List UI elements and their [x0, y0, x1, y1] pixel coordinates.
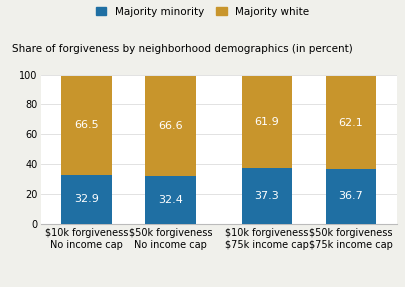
Text: 37.3: 37.3: [255, 191, 279, 201]
Text: 32.4: 32.4: [158, 195, 183, 205]
Text: 61.9: 61.9: [255, 117, 279, 127]
Text: Share of forgiveness by neighborhood demographics (in percent): Share of forgiveness by neighborhood dem…: [12, 44, 353, 55]
Text: 32.9: 32.9: [74, 194, 99, 204]
Bar: [145, 76, 196, 176]
Bar: [326, 76, 376, 169]
Bar: [145, 176, 196, 224]
Text: 62.1: 62.1: [339, 118, 363, 128]
Text: 36.7: 36.7: [339, 191, 363, 201]
Legend: Majority minority, Majority white: Majority minority, Majority white: [96, 7, 309, 17]
Bar: [62, 175, 112, 224]
Bar: [62, 75, 112, 175]
Text: 66.5: 66.5: [74, 120, 99, 130]
Text: 66.6: 66.6: [158, 121, 183, 131]
Bar: [326, 169, 376, 224]
Bar: [242, 168, 292, 224]
Bar: [242, 76, 292, 168]
